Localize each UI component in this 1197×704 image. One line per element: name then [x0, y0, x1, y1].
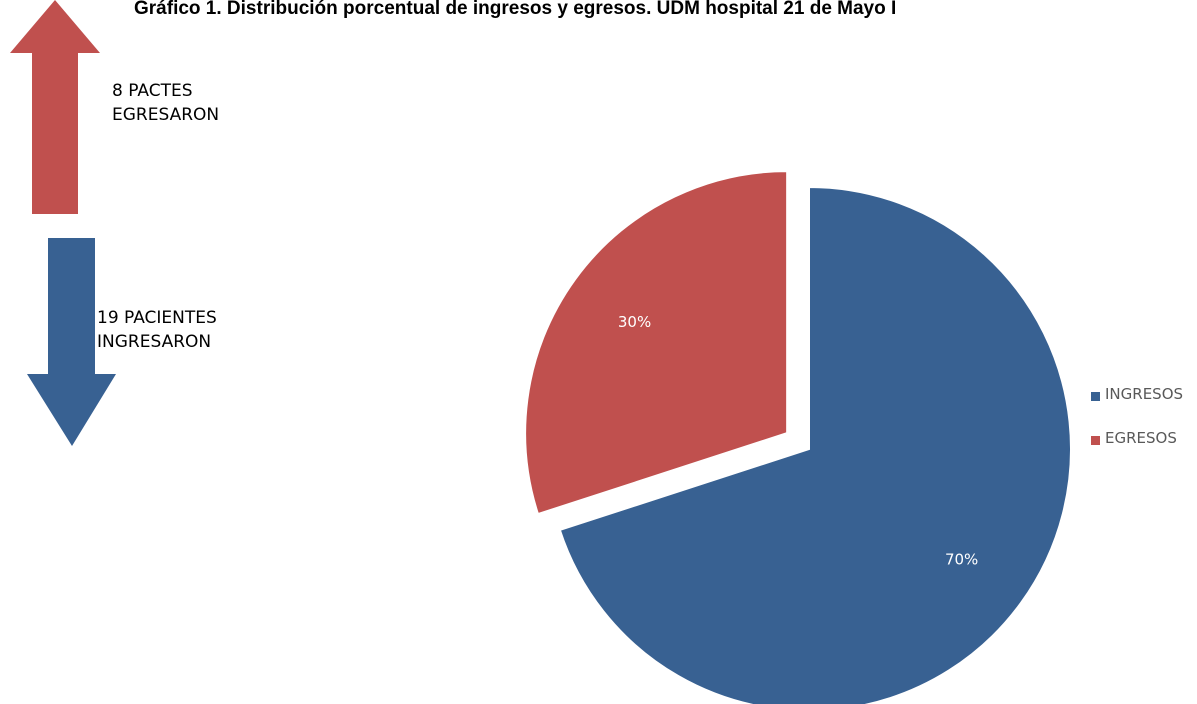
pie-slice-egresos	[524, 170, 789, 516]
ingresaron-annotation: 19 PACIENTES INGRESARON	[97, 306, 217, 354]
ingresaron-annotation-line-1: 19 PACIENTES	[97, 308, 217, 328]
arrow-up-icon	[10, 0, 100, 214]
egresaron-annotation-line-2: EGRESARON	[112, 105, 220, 125]
data-label-ingresos: 70%	[945, 550, 978, 568]
ingresaron-annotation-line-2: INGRESARON	[97, 332, 212, 352]
chart-title: Gráfico 1. Distribución porcentual de in…	[134, 0, 897, 19]
legend-swatch-egresos	[1091, 436, 1100, 445]
legend-label-egresos: EGRESOS	[1105, 429, 1177, 447]
data-label-egresos: 30%	[618, 313, 651, 331]
legend-swatch-ingresos	[1091, 392, 1100, 401]
egresaron-annotation: 8 PACTES EGRESARON	[112, 79, 219, 127]
arrows-graphic	[10, 0, 116, 446]
egresaron-annotation-line-1: 8 PACTES	[112, 81, 193, 101]
arrow-down-icon	[27, 238, 116, 446]
legend-label-ingresos: INGRESOS	[1105, 385, 1184, 403]
pie-slice-ingresos	[558, 185, 1072, 704]
